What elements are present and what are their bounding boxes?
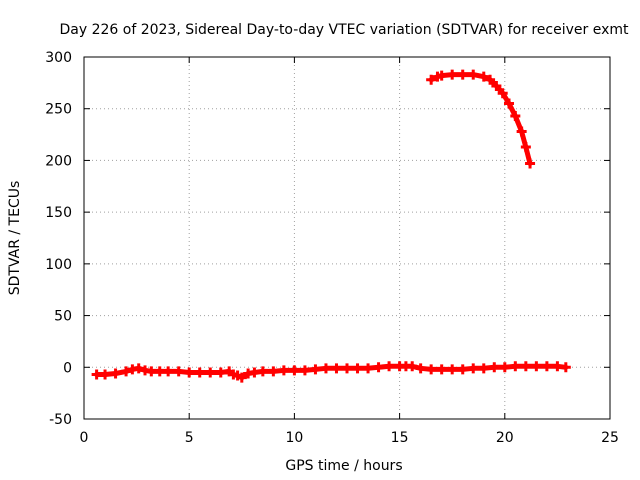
- data-point: [504, 98, 515, 109]
- data-point: [352, 363, 363, 374]
- data-point: [236, 372, 247, 383]
- x-tick-label: 5: [185, 430, 194, 446]
- series-low: [91, 361, 571, 383]
- y-tick-label: -50: [49, 412, 72, 428]
- x-tick-label: 20: [496, 430, 514, 446]
- data-point: [320, 363, 331, 374]
- data-point: [468, 363, 479, 374]
- y-axis-label: SDTVAR / TECUs: [7, 181, 23, 296]
- data-point: [373, 362, 384, 373]
- y-tick-label: 300: [45, 50, 72, 66]
- data-point: [457, 69, 468, 80]
- data-point: [205, 367, 216, 378]
- x-tick-label: 15: [391, 430, 409, 446]
- x-tick-label: 25: [601, 430, 619, 446]
- data-point: [194, 367, 205, 378]
- data-point: [278, 365, 289, 376]
- data-point: [342, 363, 352, 374]
- data-point: [516, 126, 527, 137]
- data-point: [184, 367, 195, 378]
- grid: [84, 57, 610, 419]
- series-high: [426, 69, 536, 169]
- x-axis-label: GPS time / hours: [285, 458, 402, 474]
- data-point: [268, 366, 279, 377]
- data-point: [407, 361, 418, 372]
- data-point: [489, 362, 500, 373]
- data-point: [491, 80, 502, 91]
- data-point: [436, 70, 447, 81]
- data-point: [215, 367, 226, 378]
- data-point: [478, 71, 489, 82]
- data-point: [289, 365, 300, 376]
- data-point: [426, 74, 437, 85]
- data-point: [110, 368, 121, 379]
- y-tick-label: 50: [54, 309, 72, 325]
- data-point: [510, 361, 521, 372]
- data-point: [447, 364, 458, 375]
- axis-ticks: 0 5 10 15 20 25 -50 0 50 100 150 200 250 300: [45, 50, 619, 446]
- data-point: [415, 363, 426, 374]
- data-point: [552, 361, 563, 372]
- data-point: [310, 364, 321, 375]
- data-point: [426, 364, 437, 375]
- data-point: [363, 363, 374, 374]
- data-point: [154, 366, 165, 377]
- data-point: [384, 361, 395, 372]
- data-point: [485, 74, 496, 85]
- data-point: [520, 141, 531, 152]
- data-point: [510, 110, 521, 121]
- data-point: [257, 366, 268, 377]
- data-point: [100, 369, 111, 380]
- chart-title: Day 226 of 2023, Sidereal Day-to-day VTE…: [60, 22, 630, 38]
- y-tick-label: 200: [45, 153, 72, 169]
- y-tick-label: 150: [45, 205, 72, 221]
- data-point: [146, 366, 157, 377]
- y-tick-label: 100: [45, 257, 72, 273]
- data-point: [457, 364, 468, 375]
- data-points: [91, 69, 571, 383]
- data-point: [133, 363, 144, 374]
- data-point: [331, 363, 342, 374]
- plot-frame: [83, 56, 611, 420]
- data-point: [497, 88, 508, 99]
- data-point: [499, 362, 510, 373]
- data-point: [121, 366, 132, 377]
- data-point: [249, 367, 260, 378]
- data-point: [447, 69, 458, 80]
- x-tick-label: 10: [285, 430, 303, 446]
- data-point: [91, 369, 102, 380]
- data-point: [436, 364, 447, 375]
- y-tick-label: 0: [63, 360, 72, 376]
- data-point: [478, 363, 489, 374]
- data-point: [531, 361, 542, 372]
- x-tick-label: 0: [80, 430, 89, 446]
- data-point: [541, 361, 552, 372]
- data-point: [299, 365, 310, 376]
- data-point: [468, 69, 479, 80]
- y-tick-label: 250: [45, 102, 72, 118]
- data-point: [163, 366, 174, 377]
- data-point: [525, 158, 536, 169]
- data-point: [173, 366, 184, 377]
- data-point: [560, 362, 571, 373]
- data-point: [520, 361, 531, 372]
